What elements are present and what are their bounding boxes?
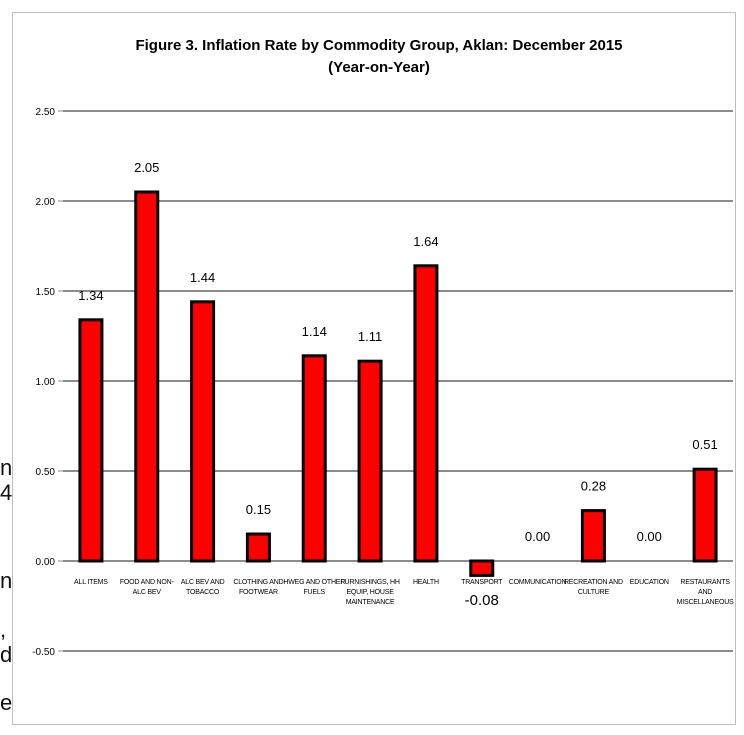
data-label: -0.08 bbox=[465, 592, 499, 609]
bar bbox=[301, 354, 327, 563]
y-tick-label: 0.00 bbox=[36, 557, 56, 568]
chart-subtitle: (Year-on-Year) bbox=[328, 59, 430, 76]
edge-fragment: d bbox=[0, 642, 13, 667]
x-tick-label: ALL ITEMS bbox=[74, 579, 108, 586]
y-tick-label: 2.00 bbox=[36, 197, 56, 208]
x-tick-label: HWEG AND OTHER FUELS bbox=[283, 579, 345, 596]
data-label: 0.15 bbox=[246, 502, 271, 517]
data-label: 1.64 bbox=[413, 234, 438, 249]
y-tick-label: -0.50 bbox=[32, 647, 55, 658]
chart-area: Figure 3. Inflation Rate by Commodity Gr… bbox=[12, 12, 736, 725]
x-axis-labels: ALL ITEMS FOOD AND NON-ALC BEV ALC BEV AND… bbox=[74, 579, 734, 606]
bar bbox=[580, 509, 606, 563]
y-axis-ticks: 2.50 2.00 1.50 1.00 0.50 0.00 -0.50 bbox=[32, 107, 63, 658]
x-tick-label: TRANSPORT bbox=[461, 579, 503, 586]
bar bbox=[78, 318, 104, 563]
edge-fragment: 4 bbox=[0, 480, 13, 505]
bar bbox=[190, 300, 216, 563]
bar bbox=[413, 264, 439, 563]
x-tick-label: FOOD AND NON-ALC BEV bbox=[120, 579, 175, 596]
x-tick-label: RECREATION AND CULTURE bbox=[564, 579, 623, 596]
x-tick-label: CLOTHING AND FOOTWEAR bbox=[233, 579, 283, 596]
y-tick-label: 1.00 bbox=[36, 377, 56, 388]
data-label: 1.14 bbox=[302, 324, 327, 339]
bars bbox=[78, 190, 718, 577]
data-label: 1.44 bbox=[190, 270, 215, 285]
x-tick-label: HEALTH bbox=[413, 579, 439, 586]
x-tick-label: EDUCATION bbox=[630, 579, 669, 586]
data-label: 0.00 bbox=[637, 529, 662, 544]
edge-fragment: e bbox=[0, 690, 13, 715]
bar bbox=[469, 559, 495, 577]
data-label: 0.28 bbox=[581, 479, 606, 494]
y-tick-label: 0.50 bbox=[36, 467, 56, 478]
y-tick-label: 1.50 bbox=[36, 287, 56, 298]
data-label: 0.00 bbox=[525, 529, 550, 544]
x-tick-label: FURNISHINGS, HH EQUIP, HOUSE MAINTENANCE bbox=[340, 579, 399, 606]
edge-fragment: n bbox=[0, 455, 13, 480]
grid-lines bbox=[63, 110, 733, 652]
data-labels: 1.34 2.05 1.44 0.15 1.14 1.11 1.64 -0.08 0.00 0.2… bbox=[78, 160, 717, 609]
bar bbox=[357, 359, 383, 563]
bar bbox=[245, 532, 271, 563]
chart-title: Figure 3. Inflation Rate by Commodity Gr… bbox=[135, 37, 622, 54]
data-label: 0.51 bbox=[692, 437, 717, 452]
bar bbox=[692, 467, 718, 563]
cropped-edge-text: n 4 n , d e bbox=[0, 0, 12, 735]
bar-chart: Figure 3. Inflation Rate by Commodity Gr… bbox=[32, 37, 734, 658]
data-label: 1.34 bbox=[78, 288, 103, 303]
y-tick-label: 2.50 bbox=[36, 107, 56, 118]
data-label: 2.05 bbox=[134, 160, 159, 175]
data-label: 1.11 bbox=[358, 329, 382, 344]
x-tick-label: COMMUNICATION bbox=[509, 579, 567, 586]
edge-fragment: n bbox=[0, 568, 13, 593]
x-tick-label: ALC BEV AND TOBACCO bbox=[181, 579, 225, 596]
x-tick-label: RESTAURANTS AND MISCELLANEOUS bbox=[677, 579, 734, 606]
edge-fragment: , bbox=[0, 617, 7, 642]
bar bbox=[134, 190, 160, 563]
